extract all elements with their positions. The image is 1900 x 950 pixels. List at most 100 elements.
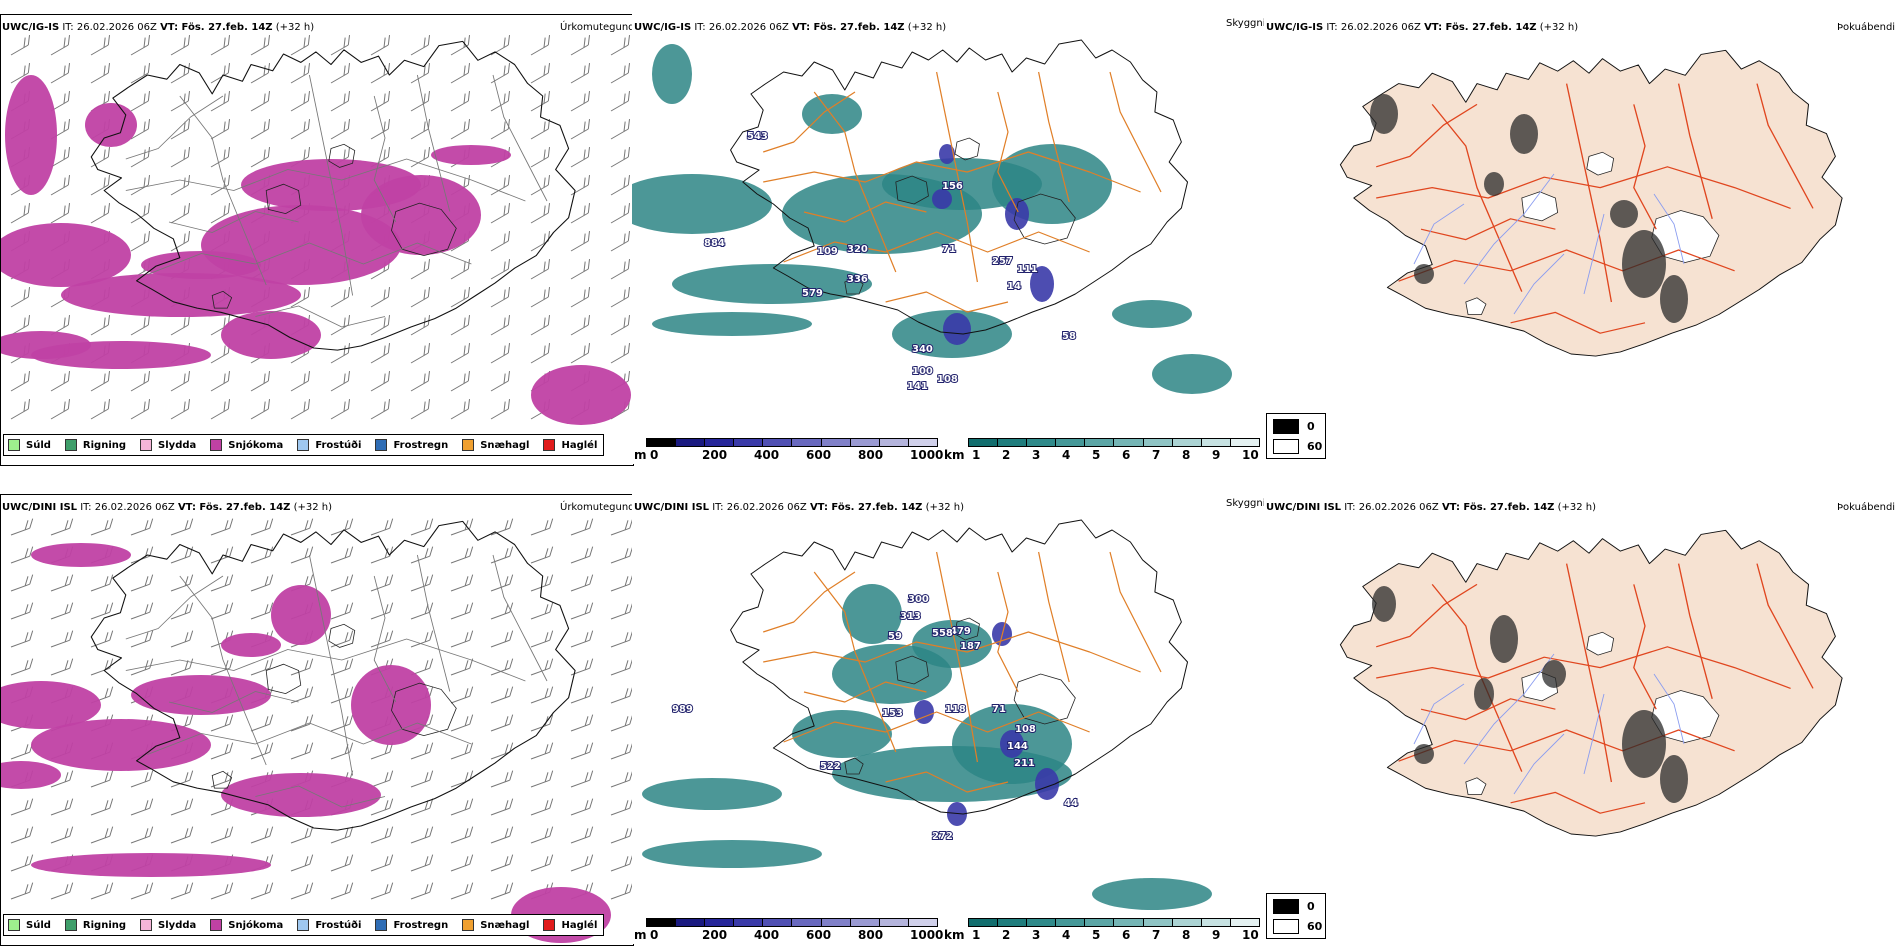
cloudbase-value-label: 59 (888, 631, 902, 642)
cloudbase-value-label: 272 (932, 831, 953, 842)
colorbar-tick: 7 (1152, 928, 1161, 942)
legend-label: Frostúði (315, 919, 362, 931)
colorbar-step (1201, 919, 1231, 926)
colorbar-tick: 10 (1242, 448, 1259, 462)
cloudbase-value-label: 320 (847, 244, 868, 255)
legend-value: 60 (1307, 920, 1323, 933)
fog-title-top: Þokuábendi (1837, 22, 1896, 33)
colorbar-step (1172, 919, 1202, 926)
colorbar-step (1085, 919, 1115, 926)
colorbar-tick: 2 (1002, 928, 1011, 942)
precip-header-top: UWC/IG-IS IT: 26.02.2026 06Z VT: Fös. 27… (2, 22, 314, 33)
legend-swatch (1273, 919, 1299, 934)
colorbar-tick: 5 (1092, 928, 1101, 942)
precip-legend-entry: Snjókoma (210, 919, 283, 931)
valid-time: VT: Fös. 27.feb. 14Z (792, 22, 905, 33)
fog-legend-entry: 60 (1273, 919, 1322, 934)
colorbar-step (1085, 439, 1115, 446)
legend-label: Snjókoma (228, 919, 284, 931)
colorbar-step (647, 919, 677, 926)
cloudbase-value-label: 257 (992, 256, 1013, 267)
colorbar-step (1201, 439, 1231, 446)
valid-time: VT: Fös. 27.feb. 14Z (1441, 502, 1555, 513)
legend-label: Snæhagl (480, 919, 530, 931)
legend-label: Slydda (158, 439, 197, 451)
cloudbase-value-label: 558 (932, 628, 953, 639)
colorbar-step (676, 439, 706, 446)
legend-swatch (140, 439, 153, 451)
colorbar-step (879, 439, 909, 446)
fog-map-bottom (1339, 529, 1843, 837)
cloudbase-value-label: 479 (950, 626, 971, 637)
init-time: IT: 26.02.2026 06Z (1344, 502, 1439, 513)
cloudbase-value-label: 543 (747, 131, 768, 142)
valid-time: VT: Fös. 27.feb. 14Z (809, 502, 923, 513)
model-name: UWC/DINI ISL (2, 502, 78, 513)
colorbar-step (1143, 439, 1173, 446)
legend-swatch (375, 439, 388, 451)
cloudbase-value-label: 336 (847, 274, 868, 285)
model-name: UWC/IG-IS (634, 22, 692, 33)
cloudbase-value-label: 187 (960, 641, 981, 652)
colorbar-step (676, 919, 706, 926)
valid-time: VT: Fös. 27.feb. 14Z (160, 22, 273, 33)
fog-legend-entry: 0 (1273, 899, 1315, 914)
cloudbase-value-label: 884 (704, 238, 725, 249)
cloud-title-bottom: Skyggni (1226, 498, 1266, 509)
visibility-bar-gradient (968, 438, 1260, 447)
legend-swatch (297, 919, 310, 931)
colorbar-tick: 3 (1032, 928, 1041, 942)
cloudbase-bar-gradient (646, 918, 938, 927)
cloudbase-value-label: 211 (1014, 758, 1035, 769)
colorbar-tick: 200 (702, 928, 728, 942)
precip-legend-bottom: Súld Rigning Slydda Snjókoma Frostúði Frostre… (3, 914, 605, 936)
precip-legend-entry: Rigning (64, 919, 126, 931)
visibility-colorbar-bottom: km 1 2 3 4 5 6 7 8 9 10 (942, 916, 1264, 946)
colorbar-step (1230, 439, 1259, 446)
cloudbase-value-label: 100 (912, 366, 933, 377)
colorbar-step (734, 919, 764, 926)
colorbar-step (998, 919, 1028, 926)
colorbar-unit: m (634, 448, 647, 462)
precip-legend-entry: Slydda (140, 919, 196, 931)
precip-legend-entry: Snæhagl (462, 919, 529, 931)
precip-legend-entry: Frostregn (375, 919, 448, 931)
precip-legend-entry: Rigning (64, 439, 126, 451)
colorbar-tick: 10 (1242, 928, 1259, 942)
cloudbase-value-label: 118 (945, 704, 966, 715)
lead-time: (+32 h) (293, 502, 333, 513)
colorbar-tick: 1 (972, 448, 981, 462)
precip-legend-entry: Frostúði (297, 439, 361, 451)
precip-legend-entry: Haglél (543, 919, 597, 931)
precip-title-top: Úrkomutegund (560, 22, 635, 33)
colorbar-tick: 600 (806, 928, 832, 942)
precip-title-bottom: Úrkomutegund (560, 502, 635, 513)
colorbar-step (763, 439, 793, 446)
legend-value: 0 (1307, 900, 1315, 913)
cloudbase-value-label: 579 (802, 288, 823, 299)
colorbar-step (998, 439, 1028, 446)
legend-swatch (64, 439, 77, 451)
colorbar-step (969, 439, 999, 446)
fog-title-bottom: Þokuábendi (1837, 502, 1896, 513)
cloudbase-value-label: 108 (937, 374, 958, 385)
model-name: UWC/DINI ISL (634, 502, 710, 513)
fog-legend-entry: 60 (1273, 439, 1322, 454)
legend-value: 0 (1307, 420, 1315, 433)
precip-map-bottom (1, 518, 633, 943)
colorbar-step (850, 439, 880, 446)
cloud-panel-top: 543 156 884 109 320 71 257 111 579 336 14 58 340 108 1… (632, 14, 1264, 464)
colorbar-step (879, 919, 909, 926)
colorbar-step (821, 439, 851, 446)
cloudbase-value-label: 44 (1064, 798, 1078, 809)
legend-swatch (8, 919, 20, 931)
cloudbase-value-label: 340 (912, 344, 933, 355)
colorbar-tick: 7 (1152, 448, 1161, 462)
colorbar-step (1027, 439, 1057, 446)
cloudbase-colorbar-top: m 0 200 400 600 800 1000 (632, 436, 943, 466)
valid-time: VT: Fös. 27.feb. 14Z (1424, 22, 1537, 33)
precip-legend-top: Súld Rigning Slydda Snjókoma Frostúði Frostre… (3, 434, 605, 456)
legend-swatch (8, 439, 20, 451)
legend-swatch (462, 919, 475, 931)
colorbar-tick: 9 (1212, 928, 1221, 942)
